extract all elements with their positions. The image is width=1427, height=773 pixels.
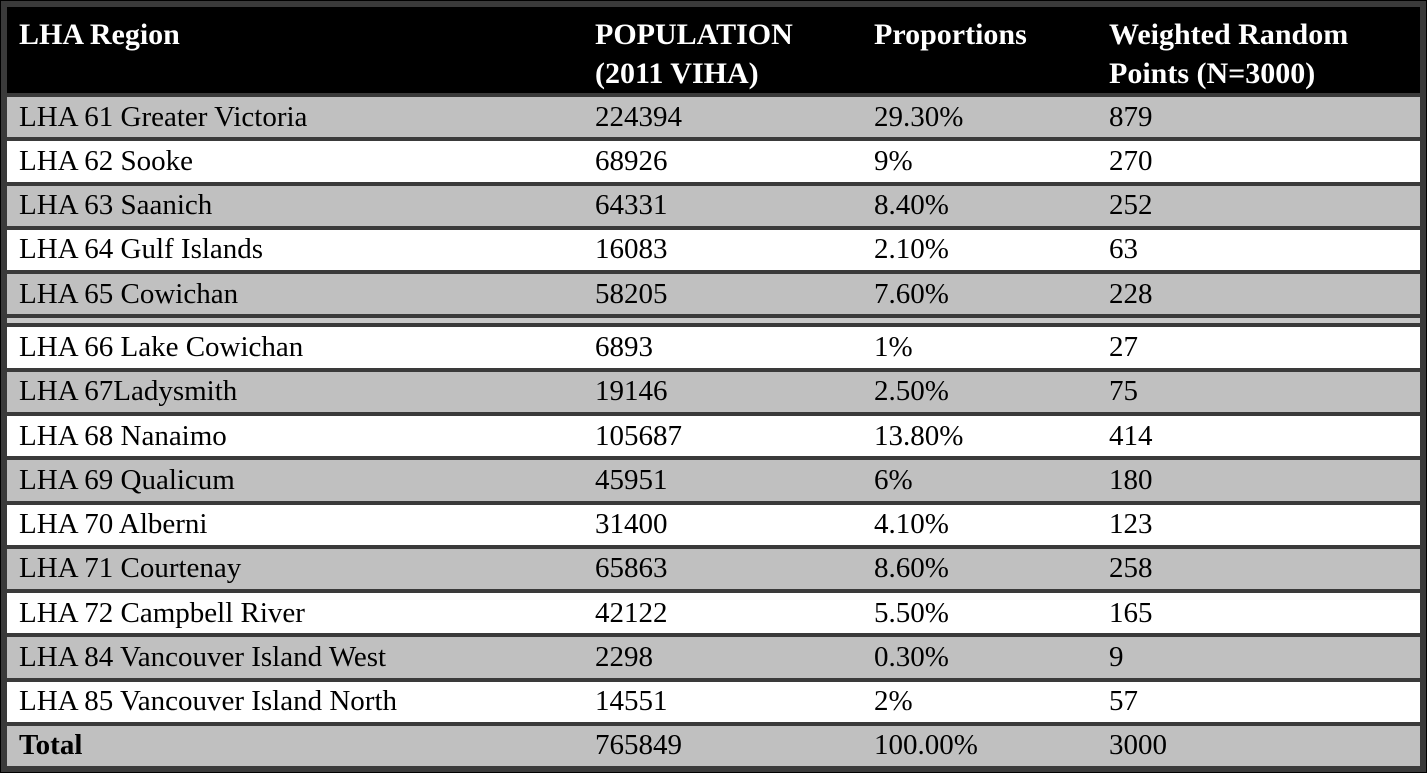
cell-proportion: 8.60% [862,544,1097,592]
column-header-population: POPULATION (2011 VIHA) [583,7,862,95]
cell-population: 68926 [583,137,862,184]
cell-population: 42122 [583,589,862,636]
cell-points: 63 [1097,225,1420,273]
cell-proportion: 8.40% [862,181,1097,228]
table-row-total: Total 765849 100.00% 3000 [7,721,1420,766]
cell-region: LHA 67Ladysmith [7,367,583,414]
table-row: LHA 67Ladysmith 19146 2.50% 75 [7,367,1420,414]
cell-population: 2298 [583,633,862,680]
cell-points: 252 [1097,181,1420,228]
cell-points: 9 [1097,633,1420,680]
table-row: LHA 71 Courtenay 65863 8.60% 258 [7,544,1420,592]
cell-population: 45951 [583,456,862,503]
cell-region: LHA 61 Greater Victoria [7,92,583,140]
cell-proportion: 5.50% [862,589,1097,636]
cell-points: 3000 [1097,721,1420,766]
cell-region: LHA 85 Vancouver Island North [7,677,583,724]
cell-points: 270 [1097,137,1420,184]
cell-region: LHA 62 Sooke [7,137,583,184]
table-row: LHA 63 Saanich 64331 8.40% 252 [7,181,1420,228]
cell-points: 123 [1097,500,1420,547]
cell-proportion: 6% [862,456,1097,503]
cell-region: LHA 69 Qualicum [7,456,583,503]
cell-region: LHA 64 Gulf Islands [7,225,583,273]
cell-region: LHA 66 Lake Cowichan [7,323,583,370]
column-header-lha-region: LHA Region [7,7,583,95]
column-header-weighted-random-points: Weighted Random Points (N=3000) [1097,7,1420,95]
cell-population: 65863 [583,544,862,592]
table-row: LHA 84 Vancouver Island West 2298 0.30% … [7,633,1420,680]
lha-population-table: LHA Region POPULATION (2011 VIHA) Propor… [7,7,1420,766]
table-row: LHA 70 Alberni 31400 4.10% 123 [7,500,1420,547]
cell-points: 879 [1097,92,1420,140]
cell-proportion: 13.80% [862,411,1097,459]
cell-population: 224394 [583,92,862,140]
cell-points: 258 [1097,544,1420,592]
cell-proportion: 2.50% [862,367,1097,414]
section-divider-cell [7,314,1420,328]
cell-proportion: 2% [862,677,1097,724]
cell-points: 75 [1097,367,1420,414]
cell-points: 57 [1097,677,1420,724]
cell-region: LHA 63 Saanich [7,181,583,228]
section-divider [7,314,1420,328]
table-row: LHA 69 Qualicum 45951 6% 180 [7,456,1420,503]
cell-population: 64331 [583,181,862,228]
table-row: LHA 65 Cowichan 58205 7.60% 228 [7,270,1420,317]
cell-population: 16083 [583,225,862,273]
table-body: LHA 61 Greater Victoria 224394 29.30% 87… [7,92,1420,766]
cell-region: LHA 71 Courtenay [7,544,583,592]
cell-points: 27 [1097,323,1420,370]
cell-points: 228 [1097,270,1420,317]
cell-population: 105687 [583,411,862,459]
column-header-proportions: Proportions [862,7,1097,95]
cell-population: 58205 [583,270,862,317]
cell-region: LHA 68 Nanaimo [7,411,583,459]
cell-points: 180 [1097,456,1420,503]
table-row: LHA 68 Nanaimo 105687 13.80% 414 [7,411,1420,459]
header-row: LHA Region POPULATION (2011 VIHA) Propor… [7,7,1420,95]
cell-proportion: 2.10% [862,225,1097,273]
cell-population: 765849 [583,721,862,766]
cell-proportion: 7.60% [862,270,1097,317]
cell-proportion: 0.30% [862,633,1097,680]
cell-region: LHA 72 Campbell River [7,589,583,636]
cell-proportion: 9% [862,137,1097,184]
cell-proportion: 4.10% [862,500,1097,547]
cell-population: 31400 [583,500,862,547]
table-row: LHA 66 Lake Cowichan 6893 1% 27 [7,323,1420,370]
cell-region: LHA 84 Vancouver Island West [7,633,583,680]
cell-proportion: 29.30% [862,92,1097,140]
cell-proportion: 100.00% [862,721,1097,766]
cell-population: 6893 [583,323,862,370]
table-row: LHA 64 Gulf Islands 16083 2.10% 63 [7,225,1420,273]
cell-proportion: 1% [862,323,1097,370]
cell-population: 14551 [583,677,862,724]
cell-region: LHA 65 Cowichan [7,270,583,317]
cell-points: 165 [1097,589,1420,636]
table-header: LHA Region POPULATION (2011 VIHA) Propor… [7,7,1420,95]
cell-region: LHA 70 Alberni [7,500,583,547]
table-row: LHA 72 Campbell River 42122 5.50% 165 [7,589,1420,636]
table-row: LHA 62 Sooke 68926 9% 270 [7,137,1420,184]
table-row: LHA 85 Vancouver Island North 14551 2% 5… [7,677,1420,724]
cell-population: 19146 [583,367,862,414]
cell-region: Total [7,721,583,766]
cell-points: 414 [1097,411,1420,459]
table-row: LHA 61 Greater Victoria 224394 29.30% 87… [7,92,1420,140]
